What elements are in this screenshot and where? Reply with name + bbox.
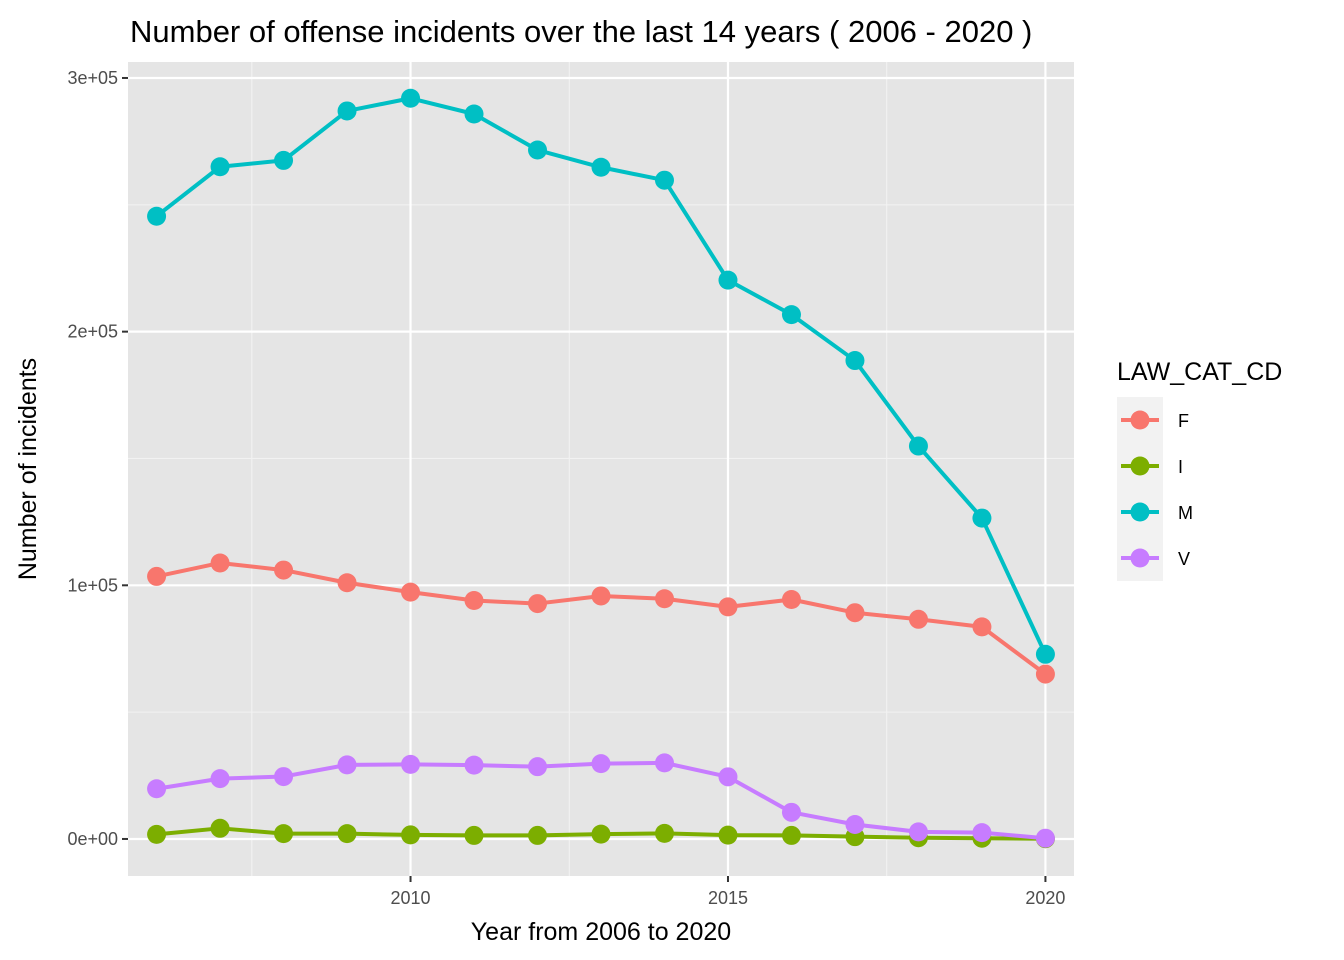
data-point-v [274, 767, 294, 787]
data-point-v [464, 755, 484, 775]
minor-gridlines [128, 62, 1074, 876]
data-point-m [654, 170, 674, 190]
data-point-v [718, 767, 738, 787]
data-point-i [210, 818, 230, 838]
y-tick-label: 0e+00 [67, 829, 118, 849]
data-point-m [972, 508, 992, 528]
chart-title: Number of offense incidents over the las… [130, 14, 1032, 49]
data-point-m [210, 157, 230, 177]
y-tick-label: 1e+05 [67, 575, 118, 595]
data-point-m [274, 150, 294, 170]
x-axis: 2010 2015 2020 [391, 876, 1065, 908]
data-point-f [210, 553, 230, 573]
data-point-i [147, 824, 167, 844]
data-point-i [528, 825, 548, 845]
legend-title: LAW_CAT_CD [1117, 358, 1282, 386]
data-point-m [147, 206, 167, 226]
data-point-f [845, 603, 865, 623]
data-point-i [337, 824, 357, 844]
legend-key-point-v [1130, 548, 1150, 568]
data-point-m [908, 436, 928, 456]
x-tick-label: 2015 [708, 888, 748, 908]
legend-label-v: V [1178, 549, 1190, 569]
data-point-f [274, 560, 294, 580]
data-point-f [908, 609, 928, 629]
legend-label-i: I [1178, 457, 1183, 477]
data-point-v [1035, 828, 1055, 848]
data-point-i [401, 825, 421, 845]
data-point-f [528, 594, 548, 614]
legend: LAW_CAT_CD F I M V [1117, 358, 1282, 581]
data-point-v [654, 753, 674, 773]
data-point-v [845, 815, 865, 835]
data-point-f [401, 582, 421, 602]
data-point-m [401, 88, 421, 108]
legend-key-point-f [1130, 410, 1150, 430]
data-point-v [908, 822, 928, 842]
data-point-m [591, 157, 611, 177]
data-point-i [781, 825, 801, 845]
data-point-v [337, 755, 357, 775]
data-point-v [591, 754, 611, 774]
y-tick-label: 2e+05 [67, 322, 118, 342]
data-point-v [781, 802, 801, 822]
data-point-m [337, 101, 357, 121]
data-point-i [654, 823, 674, 843]
y-axis: 0e+00 1e+05 2e+05 3e+05 [67, 68, 128, 849]
data-point-f [464, 591, 484, 611]
data-point-f [591, 586, 611, 606]
data-point-m [528, 140, 548, 160]
data-point-f [781, 590, 801, 610]
data-point-v [972, 823, 992, 843]
x-tick-label: 2020 [1025, 888, 1065, 908]
data-point-i [274, 824, 294, 844]
series-layer [147, 88, 1055, 849]
data-point-i [718, 825, 738, 845]
legend-label-m: M [1178, 503, 1193, 523]
x-axis-title: Year from 2006 to 2020 [471, 918, 731, 946]
x-tick-label: 2010 [391, 888, 431, 908]
data-point-f [147, 566, 167, 586]
data-point-f [1035, 664, 1055, 684]
legend-label-f: F [1178, 411, 1189, 431]
data-point-m [845, 351, 865, 371]
data-point-m [1035, 644, 1055, 664]
data-point-v [528, 757, 548, 777]
data-point-f [337, 573, 357, 593]
data-point-v [210, 769, 230, 789]
y-axis-title: Number of incidents [14, 358, 42, 580]
legend-key-point-m [1130, 502, 1150, 522]
data-point-v [147, 779, 167, 799]
plot-panel [128, 62, 1074, 876]
data-point-i [591, 824, 611, 844]
data-point-i [464, 825, 484, 845]
data-point-f [972, 617, 992, 637]
y-tick-label: 3e+05 [67, 68, 118, 88]
data-point-m [464, 104, 484, 124]
data-point-v [401, 754, 421, 774]
data-point-f [654, 589, 674, 609]
data-point-f [718, 597, 738, 617]
legend-key-point-i [1130, 456, 1150, 476]
data-point-m [781, 305, 801, 325]
data-point-m [718, 270, 738, 290]
